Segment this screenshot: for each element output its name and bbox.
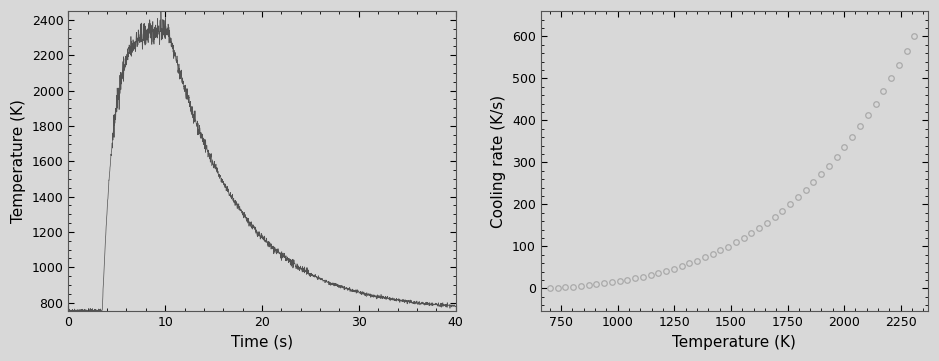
X-axis label: Time (s): Time (s) — [231, 335, 293, 350]
X-axis label: Temperature (K): Temperature (K) — [672, 335, 796, 350]
Y-axis label: Temperature (K): Temperature (K) — [11, 99, 26, 223]
Y-axis label: Cooling rate (K/s): Cooling rate (K/s) — [491, 95, 506, 228]
